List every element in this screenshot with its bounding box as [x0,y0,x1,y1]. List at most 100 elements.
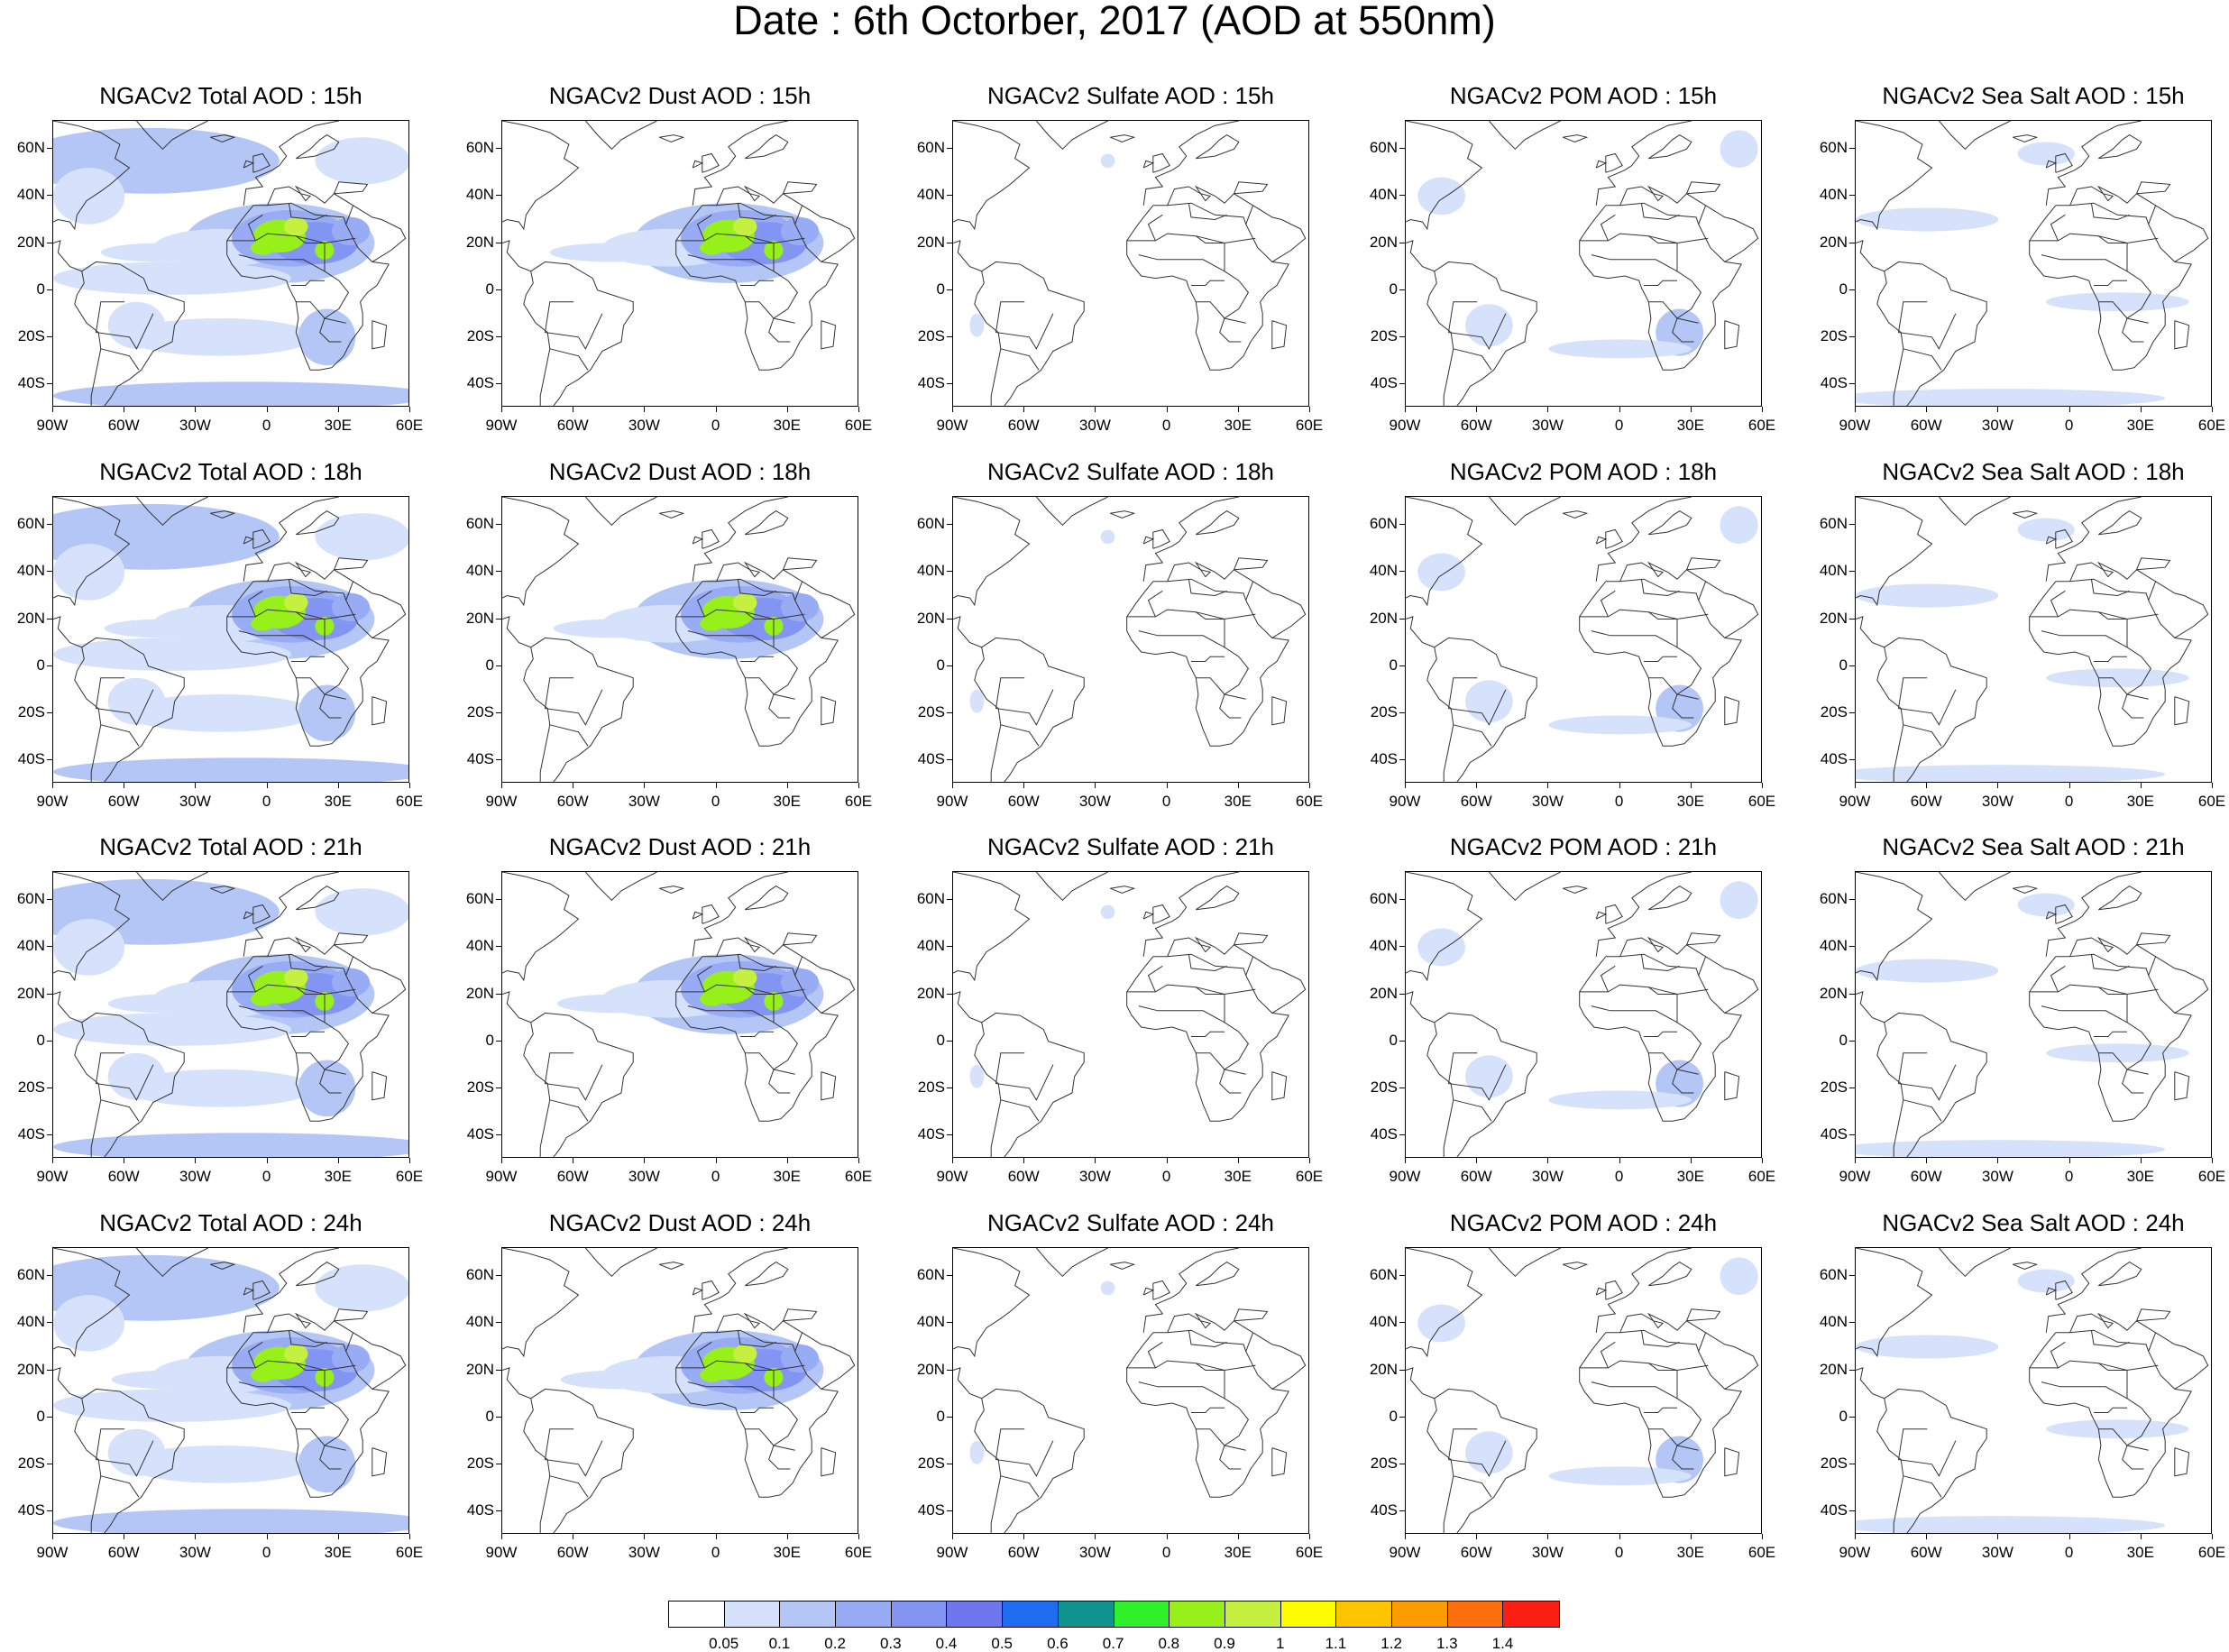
lon-tick [52,1158,53,1163]
lon-tick [2140,783,2142,788]
coastline [1619,1312,1707,1352]
lat-tick [1849,1040,1855,1042]
coastline [95,301,154,350]
coastline [696,965,712,993]
coastline [136,121,208,151]
lat-tick-label: 60N [465,890,494,908]
lat-tick-label: 60N [16,515,45,533]
lat-tick-label: 20N [1819,984,1848,1002]
lat-tick-label: 20N [16,984,45,1002]
lat-tick-label: 60N [1819,890,1848,908]
coastline [783,1308,818,1322]
coastline [291,280,325,286]
panel-title: NGACv2 Total AOD : 15h [99,82,362,109]
coastline [1939,497,2011,527]
lon-tick-label: 60E [395,417,424,434]
coastline [1640,579,1680,597]
coastline [692,911,704,920]
coastline [737,579,776,597]
coastline [740,280,774,286]
panel-title: NGACv2 Total AOD : 18h [99,458,362,485]
lat-tick [1399,524,1405,526]
coastline [2045,1287,2058,1296]
coastline [1644,1031,1677,1037]
coastline [2069,1312,2157,1352]
coastline [319,647,350,719]
coastline [1724,1071,1740,1101]
colorbar-label: 1 [1275,1635,1285,1652]
lon-tick-label: 0 [2064,1544,2074,1561]
aod-map [1405,1247,1762,1534]
coastline [2122,1022,2152,1094]
lat-tick [496,148,501,150]
aod-plume [53,262,291,295]
lon-tick-label: 30E [773,417,801,434]
lat-tick-label: 20S [917,1078,945,1096]
lat-tick [496,899,501,901]
coastline [1196,886,1240,911]
lon-tick [1762,783,1763,788]
coastline [100,724,140,747]
lon-tick-label: 60W [1007,793,1040,810]
coastline [353,205,407,262]
lon-tick-label: 30W [628,1544,660,1561]
lon-tick-label: 30W [1981,1168,2013,1185]
coastline [1196,1052,1246,1075]
lon-tick [858,783,859,788]
aod-map [1855,120,2212,407]
lat-tick [947,1322,952,1324]
coastline [768,647,799,719]
lon-tick-label: 60W [556,417,589,434]
lon-tick [1547,783,1549,788]
coastline [81,637,120,648]
aod-plume [107,1428,166,1476]
lon-tick [501,407,502,412]
lat-tick [1399,1416,1405,1418]
coastline [1648,611,1709,620]
lon-tick-label: 90W [1839,793,1871,810]
lon-tick-label: 30W [1981,417,2013,434]
coastline [1579,609,1678,648]
lat-tick-label: 60N [1369,139,1398,157]
lat-tick-label: 20S [1820,326,1848,344]
lon-tick [409,1158,410,1163]
coastline [53,240,102,406]
coastline [1152,904,1170,924]
aod-map [1405,120,1762,407]
aod-map [952,871,1309,1158]
coastline [692,1287,704,1296]
coastline [296,1428,346,1451]
coastline [2055,152,2073,173]
colorbar-swatch [1225,1602,1281,1627]
coastline [1126,202,1289,371]
coastline [2098,1428,2149,1451]
coastline [1406,1367,1454,1533]
coastline [2174,320,2190,350]
lat-tick-label: 20N [916,984,945,1002]
coastline [1219,1398,1250,1470]
aod-plume [2017,142,2075,166]
coastline [702,904,720,924]
aod-plume [53,1389,291,1422]
lon-tick-label: 30E [773,793,801,810]
colorbar-label: 0.4 [935,1635,958,1652]
coastline [1456,1014,1537,1157]
lat-tick-label: 40N [465,1313,494,1331]
lat-tick-label: 20S [17,326,45,344]
coastline [2174,1071,2190,1101]
lon-tick-label: 0 [261,1544,271,1561]
coastline [2029,233,2128,272]
coastline [267,185,354,225]
lon-tick [52,407,53,412]
lat-tick-label: 60N [16,139,45,157]
coastline [1434,1388,1472,1400]
lat-tick [1399,946,1405,948]
coastline [802,956,856,1014]
coastline [1004,1390,1085,1533]
coastline [953,497,1031,607]
lat-tick-label: 20S [1820,1454,1848,1472]
coastline [1196,677,1246,700]
lon-tick [337,1534,339,1539]
aod-plume [1548,339,1692,359]
coastline [2045,497,2142,582]
